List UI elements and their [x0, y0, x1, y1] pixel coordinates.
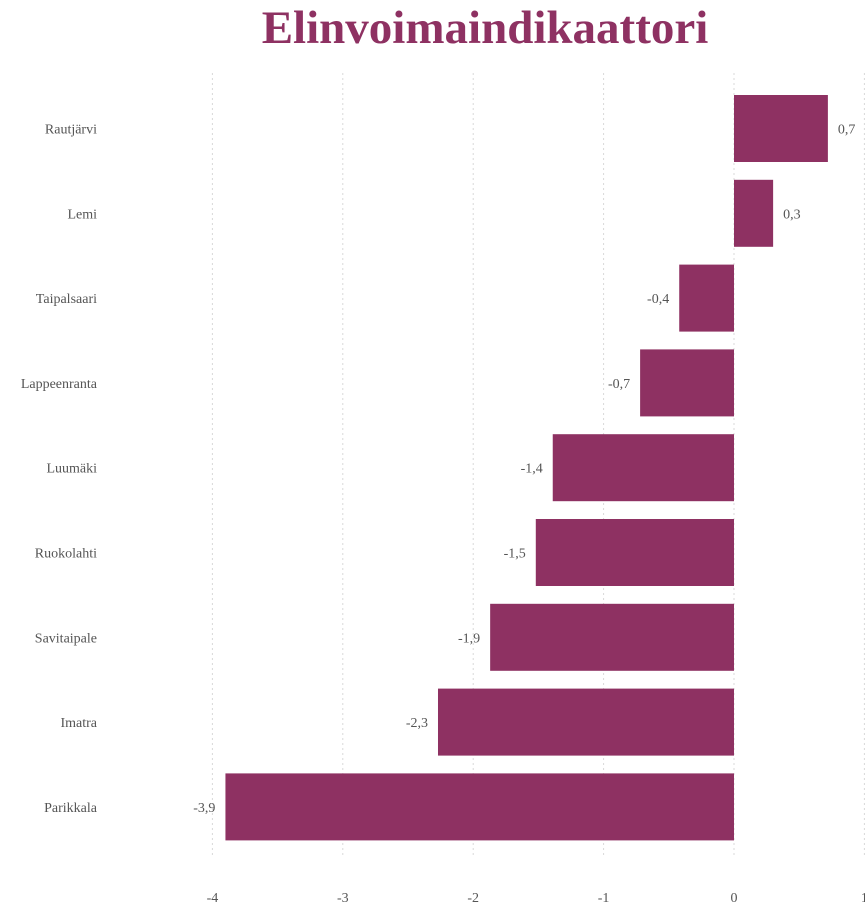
category-label: Lemi: [67, 207, 97, 222]
category-label: Parikkala: [44, 801, 98, 816]
x-tick-label: -4: [207, 891, 219, 906]
x-tick-label: -1: [598, 891, 610, 906]
category-label: Lappeenranta: [21, 377, 98, 392]
data-label: -3,9: [193, 801, 215, 816]
category-label: Rautjärvi: [45, 123, 97, 138]
data-label: -0,7: [608, 377, 630, 392]
data-label: -1,4: [521, 462, 543, 477]
category-label: Luumäki: [46, 462, 97, 477]
bar: [437, 688, 734, 756]
data-label: -2,3: [406, 716, 428, 731]
x-tick-label: 1: [861, 891, 865, 906]
data-label: -0,4: [647, 292, 669, 307]
bar: [734, 95, 828, 162]
bar: [225, 773, 734, 841]
category-label: Taipalsaari: [36, 292, 97, 307]
x-tick-label: 0: [731, 891, 738, 906]
bar: [490, 603, 734, 671]
category-label: Imatra: [60, 716, 97, 731]
data-label: -1,9: [458, 631, 480, 646]
data-label: 0,3: [783, 207, 801, 222]
bar: [552, 434, 734, 502]
x-tick-label: -3: [337, 891, 349, 906]
bar: [734, 179, 774, 247]
bar: [640, 349, 734, 417]
category-label: Ruokolahti: [35, 547, 97, 562]
x-tick-label: -2: [467, 891, 479, 906]
category-label: Savitaipale: [35, 631, 97, 646]
data-label: 0,7: [838, 123, 856, 138]
data-label: -1,5: [504, 547, 526, 562]
labels: -4 -3 -2 -1 0 1 Rautjärvi 0,7 Lemi 0,3 Taipalsaari…: [21, 123, 865, 907]
chart-title: Elinvoimaindikaattori: [261, 2, 709, 54]
bars: [225, 95, 828, 841]
bar: [679, 264, 734, 332]
bar: [535, 519, 734, 586]
